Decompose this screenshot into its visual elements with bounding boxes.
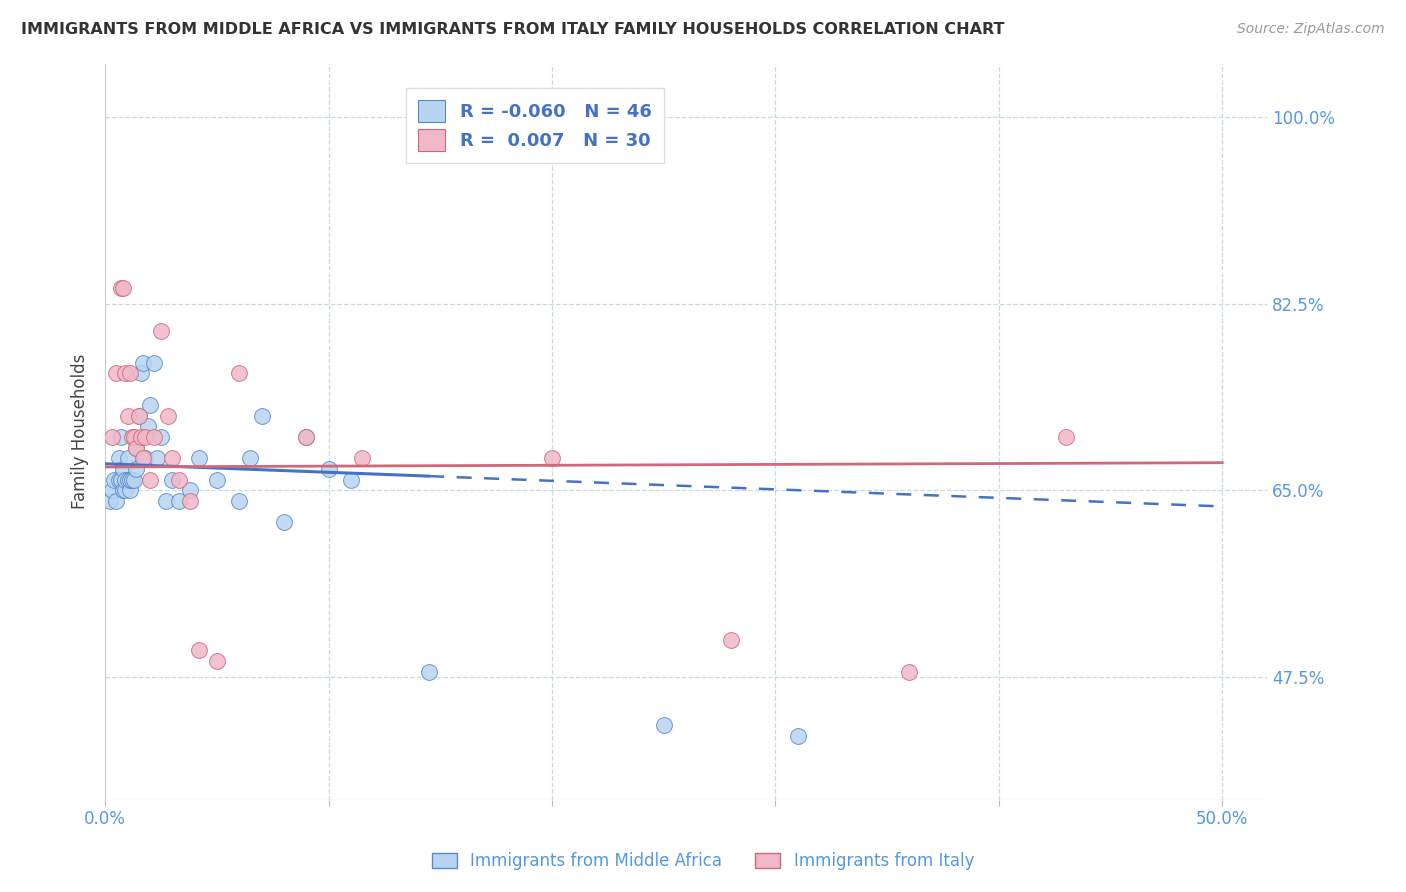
Point xyxy=(105,494,128,508)
Point xyxy=(167,473,190,487)
Point xyxy=(652,718,675,732)
Point xyxy=(122,430,145,444)
Point xyxy=(118,366,141,380)
Legend: Immigrants from Middle Africa, Immigrants from Italy: Immigrants from Middle Africa, Immigrant… xyxy=(425,846,981,877)
Point xyxy=(136,419,159,434)
Point xyxy=(98,494,121,508)
Point xyxy=(110,281,132,295)
Point xyxy=(295,430,318,444)
Point xyxy=(132,451,155,466)
Point xyxy=(112,462,135,476)
Point xyxy=(107,473,129,487)
Point xyxy=(129,430,152,444)
Point xyxy=(129,366,152,380)
Point xyxy=(122,473,145,487)
Text: Source: ZipAtlas.com: Source: ZipAtlas.com xyxy=(1237,22,1385,37)
Point xyxy=(179,494,201,508)
Point xyxy=(340,473,363,487)
Point xyxy=(114,483,136,498)
Point xyxy=(121,430,143,444)
Point xyxy=(101,483,124,498)
Point xyxy=(205,654,228,668)
Point xyxy=(117,451,139,466)
Point xyxy=(250,409,273,423)
Point xyxy=(114,473,136,487)
Point xyxy=(105,366,128,380)
Point xyxy=(179,483,201,498)
Point xyxy=(143,430,166,444)
Point xyxy=(118,473,141,487)
Point xyxy=(101,430,124,444)
Point xyxy=(898,665,921,679)
Point xyxy=(155,494,177,508)
Text: IMMIGRANTS FROM MIDDLE AFRICA VS IMMIGRANTS FROM ITALY FAMILY HOUSEHOLDS CORRELA: IMMIGRANTS FROM MIDDLE AFRICA VS IMMIGRA… xyxy=(21,22,1005,37)
Point xyxy=(228,494,250,508)
Point xyxy=(103,473,125,487)
Point xyxy=(134,430,156,444)
Point xyxy=(125,441,148,455)
Point xyxy=(121,473,143,487)
Point xyxy=(125,462,148,476)
Point xyxy=(118,483,141,498)
Point xyxy=(143,355,166,369)
Point xyxy=(1054,430,1077,444)
Point xyxy=(160,451,183,466)
Point xyxy=(720,632,742,647)
Point xyxy=(114,366,136,380)
Point xyxy=(132,355,155,369)
Point xyxy=(128,409,150,423)
Point xyxy=(541,451,564,466)
Point xyxy=(188,451,211,466)
Point xyxy=(156,409,179,423)
Point xyxy=(273,516,295,530)
Point xyxy=(117,409,139,423)
Point xyxy=(139,398,162,412)
Point xyxy=(352,451,374,466)
Legend: R = -0.060   N = 46, R =  0.007   N = 30: R = -0.060 N = 46, R = 0.007 N = 30 xyxy=(406,87,665,163)
Y-axis label: Family Households: Family Households xyxy=(72,354,89,509)
Point xyxy=(112,483,135,498)
Point xyxy=(134,451,156,466)
Point xyxy=(786,729,808,743)
Point xyxy=(239,451,262,466)
Point xyxy=(122,430,145,444)
Point xyxy=(295,430,318,444)
Point xyxy=(188,643,211,657)
Point xyxy=(150,324,173,338)
Point xyxy=(318,462,340,476)
Point xyxy=(228,366,250,380)
Point xyxy=(107,451,129,466)
Point xyxy=(110,430,132,444)
Point xyxy=(139,473,162,487)
Point xyxy=(110,473,132,487)
Point xyxy=(128,409,150,423)
Point xyxy=(160,473,183,487)
Point xyxy=(145,451,167,466)
Point xyxy=(112,281,135,295)
Point xyxy=(125,441,148,455)
Point xyxy=(167,494,190,508)
Point xyxy=(150,430,173,444)
Point xyxy=(205,473,228,487)
Point xyxy=(117,473,139,487)
Point xyxy=(418,665,440,679)
